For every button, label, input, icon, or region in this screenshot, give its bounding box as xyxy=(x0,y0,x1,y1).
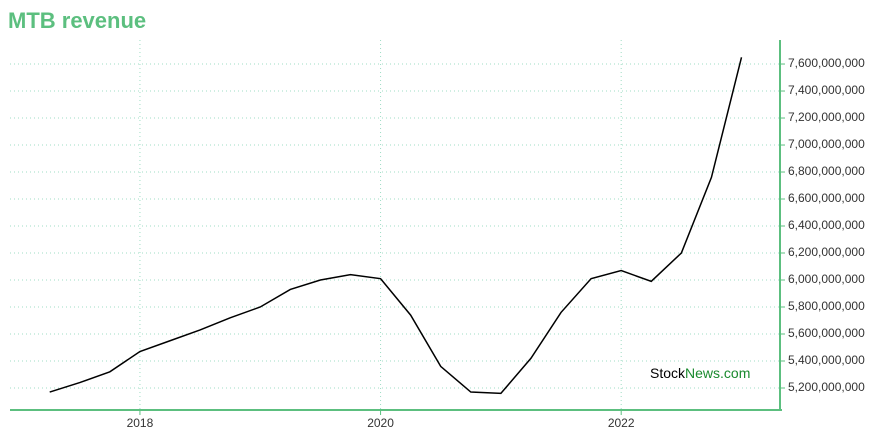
y-tick-label: 5,200,000,000 xyxy=(788,380,865,394)
y-tick-label: 7,000,000,000 xyxy=(788,137,865,151)
watermark-part: Stock xyxy=(650,365,686,381)
y-tick-label: 7,600,000,000 xyxy=(788,56,865,70)
y-tick-label: 6,200,000,000 xyxy=(788,245,865,259)
y-tick-label: 5,600,000,000 xyxy=(788,326,865,340)
watermark-part: News.com xyxy=(685,365,750,381)
chart-title: MTB revenue xyxy=(8,8,146,33)
line xyxy=(49,57,743,395)
y-tick-label: 6,400,000,000 xyxy=(788,218,865,232)
y-tick-label: 7,400,000,000 xyxy=(788,83,865,97)
y-tick-label: 7,200,000,000 xyxy=(788,110,865,124)
y-tick-label: 5,400,000,000 xyxy=(788,353,865,367)
y-tick-label: 6,000,000,000 xyxy=(788,272,865,286)
x-tick-label: 2022 xyxy=(608,416,635,430)
y-tick-label: 6,800,000,000 xyxy=(788,164,865,178)
x-tick-label: 2020 xyxy=(367,416,394,430)
y-tick-label: 5,800,000,000 xyxy=(788,299,865,313)
watermark: StockNews.com xyxy=(650,365,750,381)
x-tick-label: 2018 xyxy=(127,416,154,430)
y-tick-label: 6,600,000,000 xyxy=(788,191,865,205)
